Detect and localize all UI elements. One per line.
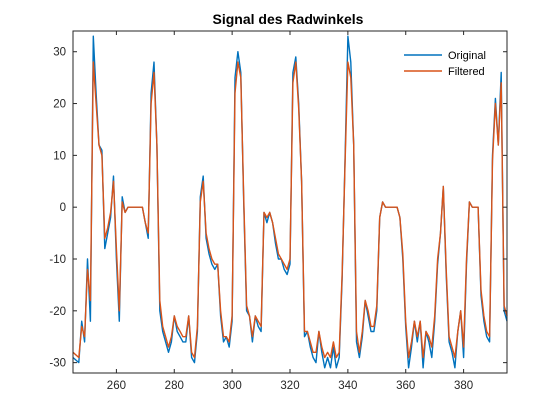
y-tick-label: 20 xyxy=(53,99,66,111)
series-layer xyxy=(72,35,508,369)
y-tick-label: -20 xyxy=(49,306,66,318)
legend: Original Filtered xyxy=(398,41,498,78)
x-axis: 260 280 300 320 340 360 380 xyxy=(107,31,473,392)
legend-label-filtered: Filtered xyxy=(448,66,485,78)
y-axis: -30 -20 -10 0 10 20 30 xyxy=(49,47,507,370)
x-tick-label: 300 xyxy=(223,380,242,392)
chart-title: Signal des Radwinkels xyxy=(213,11,364,27)
series-line-filtered xyxy=(72,61,508,359)
x-tick-label: 320 xyxy=(280,380,299,392)
x-tick-label: 380 xyxy=(454,380,473,392)
y-tick-label: 30 xyxy=(53,47,66,59)
x-tick-label: 360 xyxy=(396,380,415,392)
x-tick-label: 260 xyxy=(107,380,126,392)
legend-label-original: Original xyxy=(448,50,486,62)
y-tick-label: 10 xyxy=(53,150,66,162)
x-tick-label: 280 xyxy=(165,380,184,392)
y-tick-label: -30 xyxy=(49,358,66,370)
y-tick-label: -10 xyxy=(49,254,66,266)
y-tick-label: 0 xyxy=(60,202,66,214)
x-tick-label: 340 xyxy=(338,380,357,392)
